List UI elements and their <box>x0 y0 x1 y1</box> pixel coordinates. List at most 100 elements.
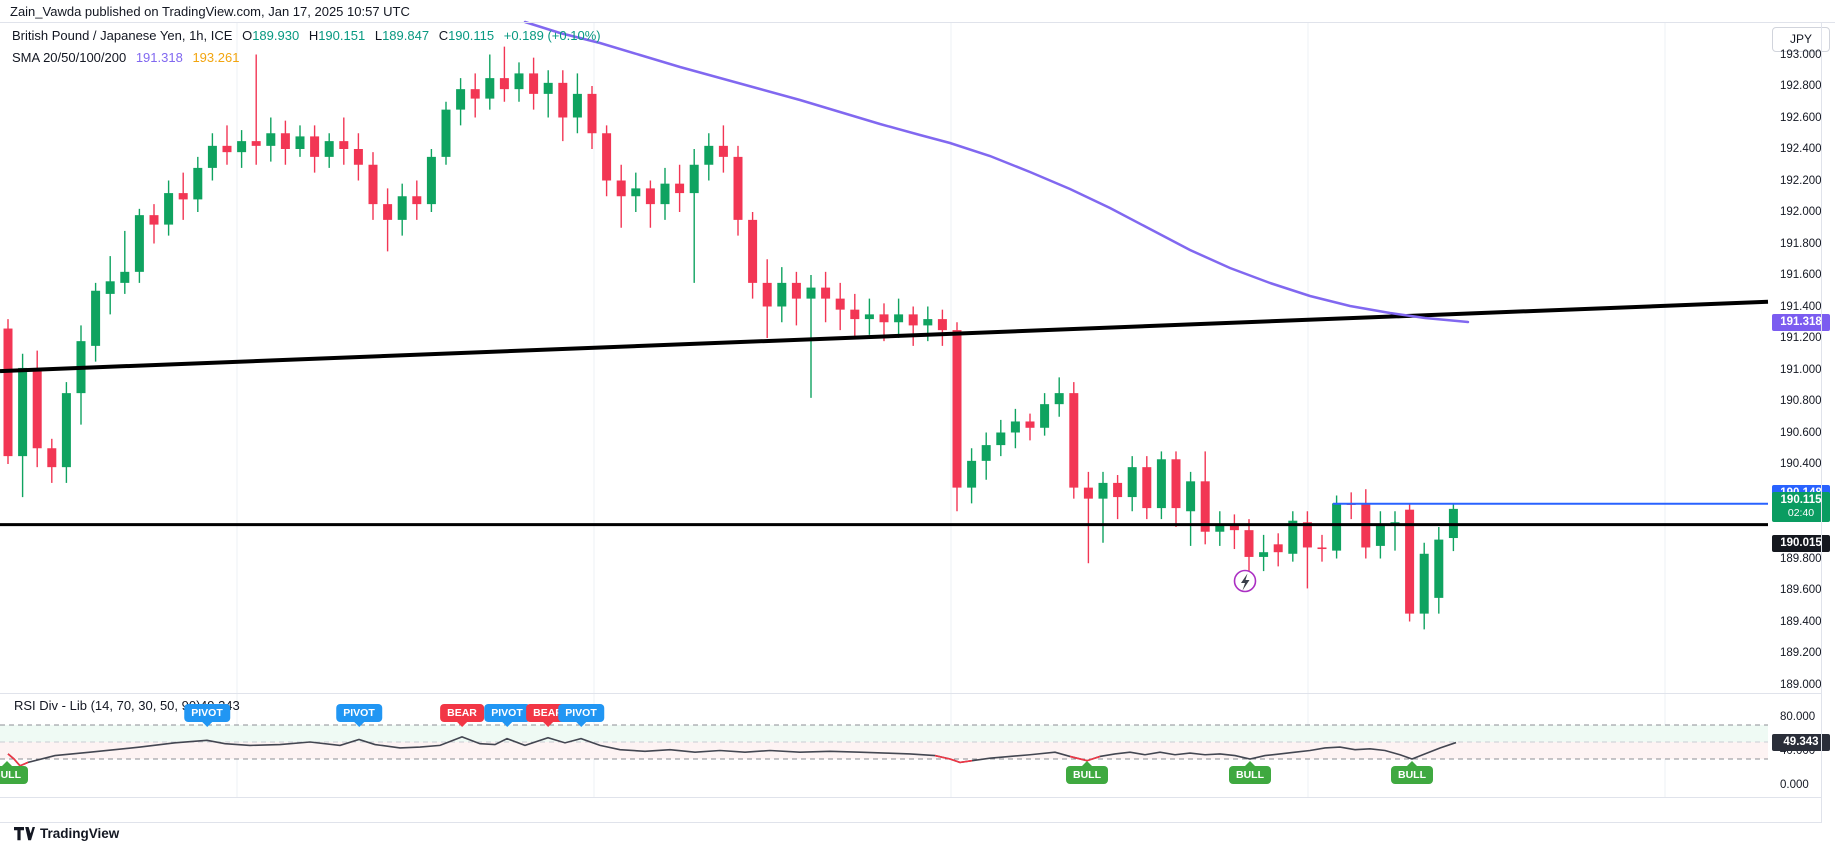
candle-body <box>996 432 1006 446</box>
sma-indicator-row: SMA 20/50/100/200 191.318 193.261 <box>12 50 239 65</box>
candle-body <box>3 328 13 457</box>
symbol-title[interactable]: British Pound / Japanese Yen, 1h, ICE <box>12 28 233 43</box>
candle-body <box>1010 421 1020 433</box>
price-axis-label: 192.400 <box>1780 143 1822 155</box>
candle-body <box>908 314 918 326</box>
price-axis-label: 191.000 <box>1780 363 1822 376</box>
lightning-bolt-icon <box>1241 573 1250 591</box>
candle-body <box>280 133 290 149</box>
candle-body <box>967 460 977 488</box>
sma20-value: 191.318 <box>135 50 183 65</box>
candle-body <box>18 367 28 457</box>
high-value: H190.151 <box>308 28 366 43</box>
candle-body <box>791 282 801 299</box>
candle-body <box>61 393 71 468</box>
sma-line <box>523 20 1470 324</box>
candle-body <box>1215 525 1225 532</box>
candle-body <box>1156 459 1166 509</box>
pivot-signal-badge: PIVOT <box>484 704 530 727</box>
price-axis-label: 193.000 <box>1780 48 1822 61</box>
price-axis-label: 192.200 <box>1780 174 1822 187</box>
bull-signal-badge: BULL <box>1066 761 1108 784</box>
rsi-value-badge: 49.343 <box>1772 734 1830 752</box>
pane-separator[interactable] <box>0 693 1822 694</box>
candle-body <box>32 369 42 449</box>
candle-body <box>193 167 203 200</box>
candle-body <box>310 136 320 157</box>
candle-body <box>164 193 174 225</box>
price-axis-label: 189.800 <box>1780 552 1822 565</box>
candle-body <box>514 73 524 90</box>
candle-body <box>587 93 597 134</box>
bear-signal-badge: BEAR <box>440 704 484 727</box>
time-axis[interactable]: 12:0018:001406:0012:0018:001506:0012:001… <box>0 797 1770 822</box>
candle-body <box>806 287 816 299</box>
candle-body <box>91 290 101 346</box>
candle-body <box>952 330 962 488</box>
price-axis-label: 190.600 <box>1780 426 1822 439</box>
candle-body <box>368 164 378 205</box>
candle-body <box>1200 481 1210 532</box>
candle-body <box>412 196 422 205</box>
price-axis-label: 191.600 <box>1780 269 1822 281</box>
rsi-lower-band <box>0 742 1768 759</box>
candle-body <box>456 89 466 110</box>
candle-body <box>777 282 787 307</box>
price-axis-label: 189.600 <box>1780 584 1822 596</box>
rsi-axis-label: 0.000 <box>1780 778 1809 791</box>
price-axis-label: 191.200 <box>1780 332 1822 344</box>
rsi-divergence-segment <box>1069 755 1101 762</box>
candle-body <box>1288 520 1298 554</box>
candle-body <box>1069 393 1079 488</box>
candle-body <box>1317 547 1327 550</box>
close-value: C190.115 <box>438 28 495 43</box>
candle-body <box>1302 522 1312 548</box>
rsi-indicator-title[interactable]: RSI Div - Lib (14, 70, 30, 50, 90) <box>14 698 201 713</box>
candle-body <box>353 149 363 165</box>
bull-signal-badge: BULL <box>1229 761 1271 784</box>
candle-body <box>251 141 261 146</box>
candle-body <box>1273 544 1283 553</box>
rsi-axis-label: 80.000 <box>1780 710 1816 723</box>
candle-body <box>120 271 130 283</box>
header-divider <box>0 22 1835 23</box>
candle-body <box>1025 421 1035 428</box>
open-value: O189.930 <box>242 28 300 43</box>
candle-body <box>339 141 349 149</box>
price-axis-label: 192.800 <box>1780 80 1822 92</box>
candle-body <box>660 183 670 205</box>
candle-body <box>397 196 407 220</box>
price-axis-label: 190.800 <box>1780 395 1822 407</box>
candle-body <box>1113 482 1123 498</box>
symbol-row: British Pound / Japanese Yen, 1h, ICE O1… <box>12 28 601 43</box>
bull-signal-badge: BULL <box>0 761 28 784</box>
time-axis-bottom-border <box>0 822 1822 823</box>
axis-right-border <box>1821 22 1822 822</box>
currency-unit-button[interactable]: JPY <box>1772 27 1830 52</box>
candle-body <box>704 145 714 165</box>
sma-label[interactable]: SMA 20/50/100/200 <box>12 50 127 65</box>
candle-body <box>1127 467 1137 498</box>
bull-signal-badge: BULL <box>1391 761 1433 784</box>
candle-body <box>105 281 115 294</box>
tradingview-logo[interactable]: TradingView <box>14 826 119 841</box>
candle-body <box>1244 530 1254 557</box>
price-axis-label: 192.000 <box>1780 206 1822 218</box>
candle-body <box>689 164 699 194</box>
candle-body <box>1259 552 1269 557</box>
candle-body <box>529 73 539 94</box>
candle-body <box>383 204 393 220</box>
candle-body <box>718 145 728 157</box>
candle-body <box>207 145 217 168</box>
candle-body <box>1419 553 1429 614</box>
candle-body <box>1186 481 1196 512</box>
candle-body <box>134 215 144 272</box>
price-label-badge: 190.015 <box>1772 534 1830 552</box>
candle-body <box>1083 487 1093 499</box>
publish-byline: Zain_Vawda published on TradingView.com,… <box>10 4 410 19</box>
price-axis-label: 189.400 <box>1780 615 1822 628</box>
candle-body <box>1375 523 1385 546</box>
candle-body <box>937 319 947 331</box>
candle-body <box>1434 539 1444 598</box>
